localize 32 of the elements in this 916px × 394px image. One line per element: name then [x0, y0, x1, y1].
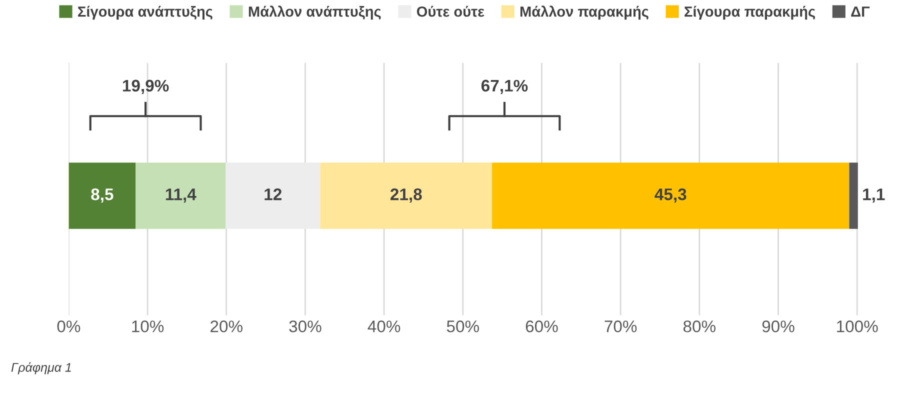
x-tick-label: 0%: [57, 320, 80, 332]
x-tick-label: 30%: [289, 320, 322, 332]
x-tick-label: 100%: [837, 320, 878, 332]
legend-label: Μάλλον ανάπτυξης: [248, 6, 381, 20]
legend-label: Σίγουρα ανάπτυξης: [78, 6, 212, 20]
data-label: 12: [264, 188, 282, 200]
x-tick-label: 70%: [604, 320, 637, 332]
legend-label: Σίγουρα παρακμής: [684, 6, 815, 20]
annotation: 67,1%: [481, 80, 528, 94]
bar: [320, 162, 492, 229]
legend-label: Ούτε ούτε: [416, 6, 484, 17]
data-label: 1,1: [863, 188, 885, 203]
x-tick-label: 20%: [210, 320, 242, 332]
bar: [136, 162, 226, 229]
data-label: 21,8: [390, 188, 422, 203]
legend-label: Μάλλον παρακμής: [520, 6, 648, 20]
bar: [492, 162, 850, 229]
x-tick-label: 10%: [132, 320, 164, 332]
bar: [849, 162, 858, 229]
data-label: 8,5: [91, 188, 114, 203]
text: Γράφημα 1: [11, 362, 71, 374]
x-tick-label: 80%: [683, 320, 716, 332]
data-label: 11,4: [166, 188, 196, 203]
x-tick-label: 60%: [526, 320, 558, 332]
x-tick-label: 50%: [446, 320, 479, 332]
x-tick-label: 40%: [368, 320, 400, 332]
x-tick-label: 90%: [762, 320, 794, 332]
legend-label: ΔΓ: [851, 6, 870, 17]
bar: [68, 162, 136, 229]
annotation: 19,9%: [122, 80, 169, 94]
data-label: 45,3: [654, 188, 686, 203]
bar: [226, 162, 320, 229]
